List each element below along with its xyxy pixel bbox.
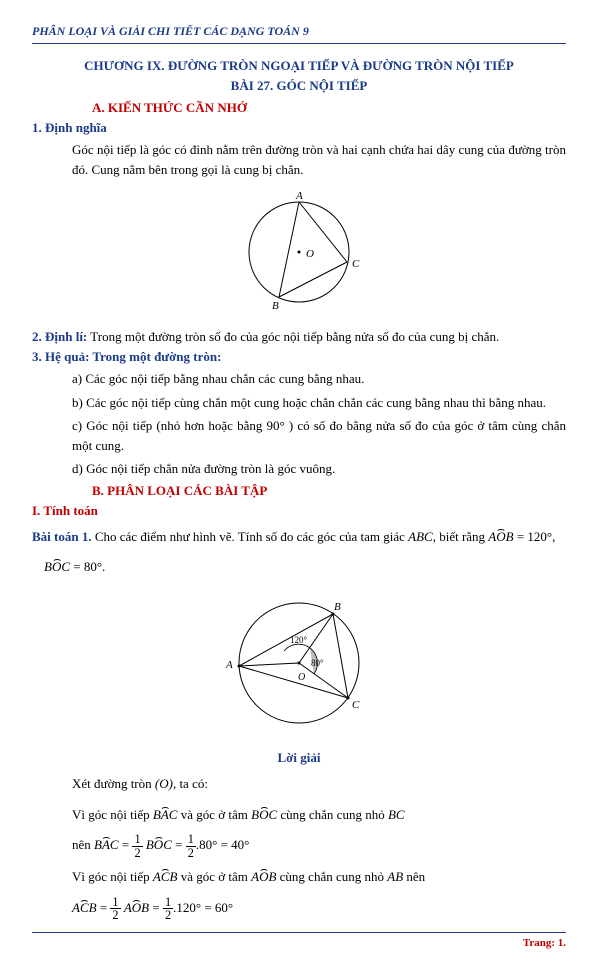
theorem-text: Trong một đường tròn số đo của góc nội t… [87,329,499,344]
sol-line-3: nên BAC = 12 BOC = 12.80° = 40° [72,833,566,859]
fig1-O: O [306,248,314,260]
corollary-b: b) Các góc nội tiếp cùng chắn một cung h… [72,393,566,413]
figure-1: O A B C [32,187,566,321]
figure-2: O A B C 120° 80° [32,588,566,742]
section-b-heading: B. PHÂN LOẠI CÁC BÀI TẬP [92,483,566,499]
sol-line-5: ACB = 12 AOB = 12.120° = 60° [72,896,566,922]
fig2-ang1: 120° [290,635,308,645]
definition-text: Góc nội tiếp là góc có đỉnh nằm trên đườ… [72,140,566,179]
definition-heading: 1. Định nghĩa [32,120,566,136]
sol-line-2: Vì góc nội tiếp BAC và góc ở tâm BOC cùn… [72,803,566,828]
problem-1: Bài toán 1. Cho các điểm như hình vẽ. Tí… [32,525,566,550]
fig2-A: A [225,659,233,671]
lesson-title: BÀI 27. GÓC NỘI TIẾP [32,78,566,94]
calc-heading: I. Tính toán [32,503,566,519]
solution-caption: Lời giải [32,750,566,766]
corollary-line: 3. Hệ quả: Trong một đường tròn: [32,349,566,365]
fig1-B: B [272,300,279,312]
page-header: PHÂN LOẠI VÀ GIẢI CHI TIẾT CÁC DẠNG TOÁN… [32,24,566,44]
corollary-d: d) Góc nội tiếp chắn nửa đường tròn là g… [72,459,566,479]
sol-line-4: Vì góc nội tiếp ACB và góc ở tâm AOB cùn… [72,865,566,890]
corollary-a: a) Các góc nội tiếp bằng nhau chắn các c… [72,369,566,389]
sol-line-1: Xét đường tròn (O), ta có: [72,772,566,797]
corollary-heading: 3. Hệ quả: [32,349,89,364]
section-a-heading: A. KIẾN THỨC CẦN NHỚ [92,100,566,116]
fig2-ang2: 80° [311,658,324,668]
chapter-title: CHƯƠNG IX. ĐƯỜNG TRÒN NGOẠI TIẾP VÀ ĐƯỜN… [32,58,566,74]
fig1-C: C [352,258,360,270]
problem-1b: BOC = 80°. [44,555,566,580]
page-footer: Trang: 1. [32,932,566,949]
corollary-lead: Trong một đường tròn: [89,349,221,364]
fig2-C: C [352,699,360,711]
fig2-O: O [298,672,305,683]
theorem-line: 2. Định lí: Trong một đường tròn số đo c… [32,329,566,345]
fig2-B: B [334,601,341,613]
corollary-c: c) Góc nội tiếp (nhỏ hơn hoặc bằng 90° )… [72,416,566,455]
fig1-A: A [295,190,303,202]
theorem-heading: 2. Định lí: [32,329,87,344]
